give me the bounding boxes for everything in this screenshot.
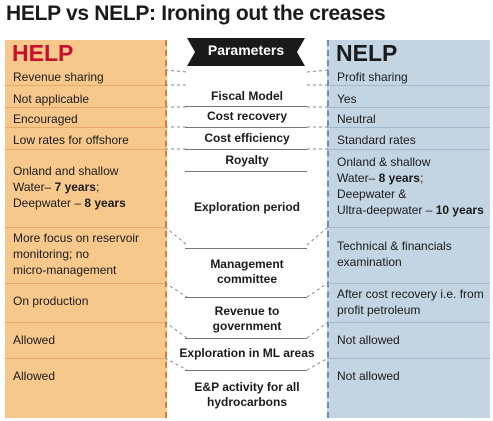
param-label: Cost recovery bbox=[206, 109, 288, 123]
parameters-header: Parameters bbox=[207, 42, 285, 58]
help-cell: Low rates for offshore bbox=[13, 133, 129, 147]
help-line: Deepwater – 8 years bbox=[13, 196, 126, 210]
nelp-cell: Not allowed bbox=[337, 333, 400, 347]
nelp-cell: Yes bbox=[337, 92, 357, 106]
help-cell: More focus on reservoir monitoring; no m… bbox=[13, 230, 163, 278]
help-cell: Allowed bbox=[13, 369, 56, 383]
nelp-line: Water– 8 years; bbox=[337, 171, 424, 185]
help-cell: On production bbox=[13, 294, 89, 308]
param-divider bbox=[185, 297, 307, 298]
row-divider bbox=[5, 85, 165, 86]
row-divider bbox=[5, 283, 165, 284]
nelp-line: examination bbox=[337, 255, 402, 269]
nelp-cell: Technical & financials examination bbox=[337, 238, 487, 270]
nelp-line: profit petroleum bbox=[337, 303, 421, 317]
param-label: Cost efficiency bbox=[204, 131, 290, 145]
parameters-banner: Parameters bbox=[187, 38, 305, 66]
help-cell: Encouraged bbox=[13, 112, 78, 126]
param-label: Exploration in ML areas bbox=[179, 346, 315, 360]
row-divider bbox=[328, 283, 490, 284]
nelp-line: Deepwater & bbox=[337, 187, 407, 201]
help-line: Water– 7 years; bbox=[13, 180, 100, 194]
param-label: Fiscal Model bbox=[210, 89, 284, 103]
page-title: HELP vs NELP: Ironing out the creases bbox=[6, 2, 386, 25]
help-header: HELP bbox=[12, 40, 74, 66]
nelp-line: Onland & shallow bbox=[337, 155, 431, 169]
param-divider bbox=[185, 338, 307, 339]
row-divider bbox=[5, 322, 165, 323]
nelp-cell: Standard rates bbox=[337, 133, 416, 147]
param-label: Royalty bbox=[225, 153, 269, 167]
nelp-header: NELP bbox=[336, 40, 398, 66]
param-divider bbox=[185, 171, 307, 172]
nelp-line: Technical & financials bbox=[337, 239, 452, 253]
row-divider bbox=[328, 227, 490, 228]
help-line: Onland and shallow bbox=[13, 164, 119, 178]
param-line: Revenue to bbox=[214, 304, 280, 318]
help-line: micro-management bbox=[13, 263, 117, 277]
param-line: committee bbox=[216, 272, 278, 286]
row-divider bbox=[5, 227, 165, 228]
param-line: hydrocarbons bbox=[206, 395, 287, 409]
nelp-column bbox=[327, 40, 490, 418]
param-divider bbox=[185, 149, 307, 150]
row-divider bbox=[328, 127, 490, 128]
row-divider bbox=[328, 322, 490, 323]
param-label: Management committee bbox=[170, 257, 324, 287]
help-line: monitoring; no bbox=[13, 247, 90, 261]
param-divider bbox=[185, 248, 307, 249]
row-divider bbox=[5, 107, 165, 108]
banner-shape bbox=[187, 38, 305, 66]
nelp-cell: Neutral bbox=[337, 112, 376, 126]
param-line: E&P activity for all bbox=[194, 380, 300, 394]
param-label: Exploration period bbox=[193, 200, 300, 214]
nelp-cell: Not allowed bbox=[337, 369, 400, 383]
row-divider bbox=[5, 127, 165, 128]
param-divider bbox=[185, 106, 307, 107]
nelp-line: Ultra-deepwater – 10 years bbox=[337, 203, 484, 217]
param-label: E&P activity for all hydrocarbons bbox=[170, 380, 324, 410]
help-column bbox=[5, 40, 167, 418]
help-line: More focus on reservoir bbox=[13, 231, 140, 245]
help-cell: Not applicable bbox=[13, 92, 90, 106]
param-label: Revenue to government bbox=[170, 304, 324, 334]
help-cell: Onland and shallow Water– 7 years; Deepw… bbox=[13, 163, 163, 211]
nelp-cell: After cost recovery i.e. from profit pet… bbox=[337, 286, 487, 318]
param-divider bbox=[185, 370, 307, 371]
nelp-cell: Profit sharing bbox=[337, 70, 408, 84]
row-divider bbox=[5, 149, 165, 150]
param-line: Management bbox=[210, 257, 284, 271]
help-cell: Allowed bbox=[13, 333, 56, 347]
param-line: government bbox=[212, 319, 282, 333]
row-divider bbox=[328, 85, 490, 86]
row-divider bbox=[5, 358, 165, 359]
help-cell: Revenue sharing bbox=[13, 70, 104, 84]
nelp-cell: Onland & shallow Water– 8 years; Deepwat… bbox=[337, 154, 487, 218]
row-divider bbox=[328, 358, 490, 359]
nelp-line: After cost recovery i.e. from bbox=[337, 287, 484, 301]
row-divider bbox=[328, 149, 490, 150]
row-divider bbox=[328, 107, 490, 108]
param-divider bbox=[185, 127, 307, 128]
